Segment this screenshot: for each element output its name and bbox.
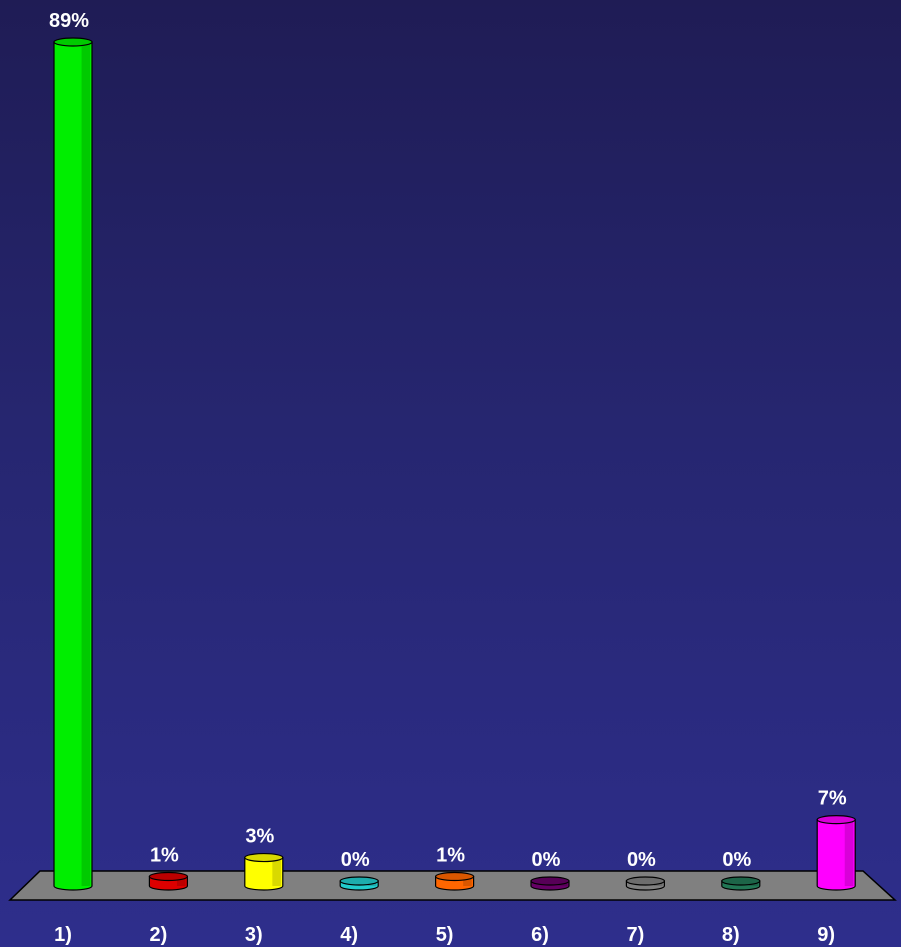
bar-4 — [339, 876, 379, 891]
value-label-7: 0% — [627, 849, 656, 871]
value-label-3: 3% — [245, 826, 274, 848]
category-label-4: 4) — [340, 924, 358, 946]
category-label-1: 1) — [54, 924, 72, 946]
bar-4-top — [339, 876, 379, 886]
bar-5-top — [435, 871, 475, 882]
bar-2 — [148, 871, 188, 891]
category-label-3: 3) — [245, 924, 263, 946]
category-label-6: 6) — [531, 924, 549, 946]
category-labels-group: 1) 2) 3) 4) 5) 6) 7) 8) 9) — [54, 924, 835, 946]
value-labels-group: 89% 1% 3% 0% 1% 0% 0% 0% 7% — [49, 10, 847, 871]
bar-5-shade — [463, 876, 472, 886]
bar-8 — [721, 876, 761, 891]
bar-8-top — [721, 876, 761, 886]
value-label-8: 0% — [722, 849, 751, 871]
bar-5 — [435, 871, 475, 891]
value-label-6: 0% — [532, 849, 561, 871]
bar-3 — [244, 852, 284, 891]
bar-9 — [816, 815, 856, 891]
bar-7-top — [625, 876, 666, 886]
category-label-7: 7) — [627, 924, 645, 946]
category-label-5: 5) — [436, 924, 454, 946]
bars-group — [53, 37, 856, 891]
bar-3-shade — [272, 857, 281, 886]
value-label-9: 7% — [818, 788, 847, 810]
bar-7 — [625, 876, 666, 891]
bar-1 — [53, 37, 93, 891]
value-label-4: 0% — [341, 849, 370, 871]
value-label-5: 1% — [436, 845, 465, 867]
bar-3-top — [244, 852, 284, 863]
bar-9-shade — [844, 819, 854, 886]
bar-6-top — [530, 876, 570, 886]
bar-1-shade — [81, 42, 91, 886]
category-label-8: 8) — [722, 924, 740, 946]
value-label-2: 1% — [150, 845, 179, 867]
bar-6 — [530, 876, 570, 891]
category-label-9: 9) — [817, 924, 835, 946]
bar-2-top — [148, 871, 188, 882]
bar-1-top — [53, 37, 93, 47]
value-label-1: 89% — [49, 10, 89, 32]
bar-2-shade — [176, 876, 186, 886]
category-label-2: 2) — [150, 924, 168, 946]
bar-9-top — [816, 815, 856, 825]
